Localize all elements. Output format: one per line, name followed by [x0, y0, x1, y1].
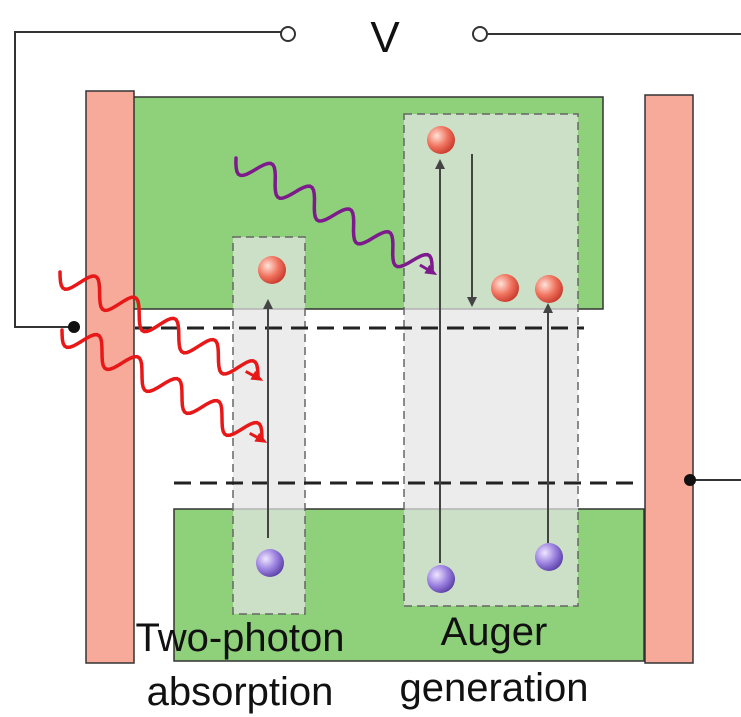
voltage-label: V: [370, 13, 400, 62]
left-electrode: [85, 90, 135, 664]
right-voltage-terminal-icon: [472, 26, 488, 42]
red-photon-lower-icon-arrowhead: [248, 431, 268, 443]
left-contact-dot: [68, 321, 80, 333]
auger-relaxed-electron-icon: [491, 274, 519, 302]
auger-region-box: [403, 113, 579, 607]
red-photon-upper-icon-arrowhead: [244, 370, 264, 381]
auger-label-line1: Auger: [441, 610, 548, 654]
circuit-wires: [14, 31, 741, 481]
left-wire: [14, 31, 282, 328]
auger-hole-left-icon: [427, 565, 455, 593]
right-contact-dot: [684, 474, 696, 486]
two-photon-label-line1: Two-photon: [135, 616, 344, 660]
right-electrode: [644, 94, 694, 664]
purple-photon-icon: [234, 156, 434, 274]
two-photon-hole-icon: [256, 549, 284, 577]
auger-generated-electron-icon: [535, 275, 563, 303]
auger-hot-electron-icon: [427, 126, 455, 154]
red-photon-upper-icon: [58, 270, 260, 380]
auger-label-line2: generation: [399, 666, 588, 710]
purple-photon: [234, 156, 438, 276]
purple-photon-icon-arrowhead: [419, 263, 438, 276]
auger-hole-right-icon: [535, 543, 563, 571]
left-voltage-terminal-icon: [280, 26, 296, 42]
two-photon-label-line2: absorption: [147, 670, 334, 714]
red-photon-lower-icon: [60, 328, 264, 442]
two-photon-electron-icon: [258, 256, 286, 284]
red-photons: [58, 270, 268, 443]
transition-arrows: [263, 154, 553, 563]
